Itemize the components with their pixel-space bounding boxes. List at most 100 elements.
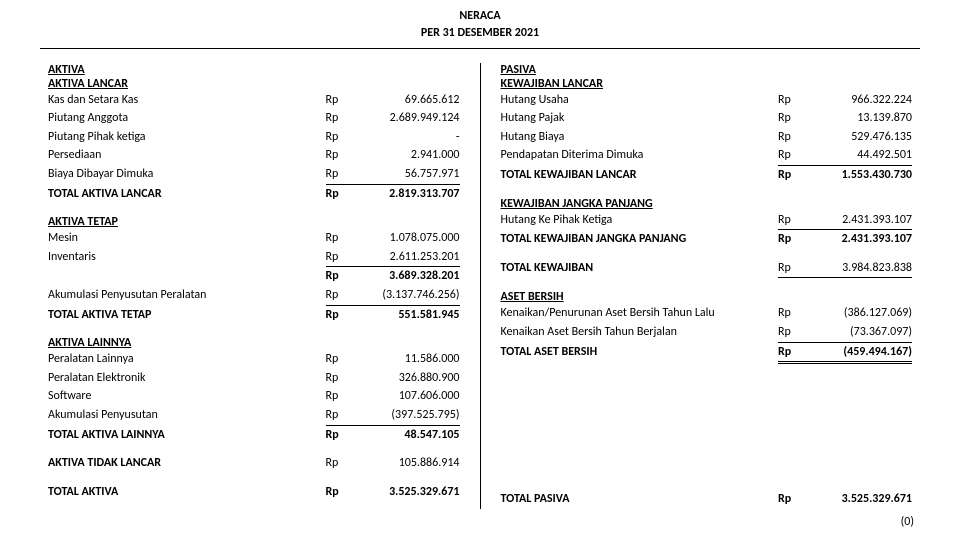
row-value: 69.665.612: [350, 91, 460, 110]
aktiva-tetap-heading: AKTIVA TETAP: [48, 215, 460, 229]
currency: Rp: [326, 267, 350, 286]
row-label: TOTAL AKTIVA TETAP: [48, 306, 326, 325]
aktiva-lainnya-heading: AKTIVA LAINNYA: [48, 336, 460, 350]
currency: Rp: [778, 211, 802, 231]
currency: Rp: [326, 165, 350, 185]
table-row: Mesin Rp 1.078.075.000: [48, 229, 460, 248]
currency: Rp: [778, 128, 802, 147]
currency: Rp: [778, 343, 802, 365]
row-label: AKTIVA TIDAK LANCAR: [48, 454, 326, 473]
currency: Rp: [778, 91, 802, 110]
row-value: (459.494.167): [802, 343, 912, 365]
currency: Rp: [326, 454, 350, 473]
row-value: 13.139.870: [802, 109, 912, 128]
row-label: Pendapatan Diterima Dimuka: [501, 146, 779, 165]
row-value: 3.525.329.671: [350, 483, 460, 502]
row-label: Hutang Ke Pihak Ketiga: [501, 211, 779, 230]
currency: Rp: [326, 369, 350, 388]
currency: Rp: [326, 248, 350, 268]
row-value: 326.880.900: [350, 369, 460, 388]
row-value: 2.689.949.124: [350, 109, 460, 128]
aktiva-heading: AKTIVA: [48, 63, 460, 77]
row-label: Persediaan: [48, 146, 326, 165]
currency: Rp: [778, 490, 802, 509]
row-value: 1.553.430.730: [802, 166, 912, 185]
table-row: Piutang Anggota Rp 2.689.949.124: [48, 109, 460, 128]
table-row: Software Rp 107.606.000: [48, 387, 460, 406]
subtotal-row: Rp 3.689.328.201: [48, 267, 460, 286]
row-value: 48.547.105: [350, 426, 460, 445]
currency: Rp: [326, 483, 350, 502]
row-label: TOTAL AKTIVA: [48, 483, 326, 502]
row-label: TOTAL KEWAJIBAN JANGKA PANJANG: [501, 230, 779, 249]
balance-sheet-body: AKTIVA AKTIVA LANCAR Kas dan Setara Kas …: [40, 48, 920, 509]
currency: Rp: [778, 323, 802, 343]
row-label: Piutang Anggota: [48, 109, 326, 128]
row-value: 56.757.971: [350, 165, 460, 185]
row-label: TOTAL PASIVA: [501, 490, 779, 509]
currency: Rp: [778, 166, 802, 185]
row-label: Hutang Pajak: [501, 109, 779, 128]
currency: Rp: [326, 286, 350, 306]
footer-zero: (0): [0, 515, 914, 529]
table-row: Akumulasi Penyusutan Peralatan Rp (3.137…: [48, 286, 460, 306]
row-value: 551.581.945: [350, 306, 460, 325]
row-label: Inventaris: [48, 248, 326, 267]
currency: Rp: [326, 128, 350, 147]
row-value: 44.492.501: [802, 146, 912, 166]
currency: Rp: [326, 91, 350, 110]
row-label: Peralatan Elektronik: [48, 369, 326, 388]
row-value: 3.525.329.671: [802, 490, 912, 509]
row-value: 3.689.328.201: [350, 267, 460, 286]
row-value: (397.525.795): [350, 406, 460, 426]
row-label: Akumulasi Penyusutan: [48, 406, 326, 425]
kewajiban-jp-heading: KEWAJIBAN JANGKA PANJANG: [501, 197, 913, 211]
table-row: Hutang Ke Pihak Ketiga Rp 2.431.393.107: [501, 211, 913, 231]
row-label: Kenaikan/Penurunan Aset Bersih Tahun Lal…: [501, 304, 779, 323]
kewajiban-lancar-heading: KEWAJIBAN LANCAR: [501, 77, 913, 91]
table-row: Persediaan Rp 2.941.000: [48, 146, 460, 165]
table-row: AKTIVA TIDAK LANCAR Rp 105.886.914: [48, 454, 460, 473]
currency: Rp: [326, 406, 350, 426]
row-label: Kas dan Setara Kas: [48, 91, 326, 110]
row-label: TOTAL KEWAJIBAN LANCAR: [501, 166, 779, 185]
table-row: Piutang Pihak ketiga Rp -: [48, 128, 460, 147]
row-label: TOTAL ASET BERSIH: [501, 343, 779, 362]
row-value: (3.137.746.256): [350, 286, 460, 306]
title-line-1: NERACA: [0, 8, 960, 25]
table-row: Kenaikan/Penurunan Aset Bersih Tahun Lal…: [501, 304, 913, 323]
aktiva-column: AKTIVA AKTIVA LANCAR Kas dan Setara Kas …: [40, 63, 481, 509]
currency: Rp: [326, 146, 350, 165]
row-label: Software: [48, 387, 326, 406]
row-value: 2.611.253.201: [350, 248, 460, 268]
table-row: Hutang Biaya Rp 529.476.135: [501, 128, 913, 147]
row-value: 11.586.000: [350, 350, 460, 369]
total-row: TOTAL AKTIVA LANCAR Rp 2.819.313.707: [48, 185, 460, 204]
row-label: TOTAL AKTIVA LANCAR: [48, 185, 326, 204]
aset-bersih-heading: ASET BERSIH: [501, 290, 913, 304]
currency: Rp: [326, 306, 350, 325]
row-label: Peralatan Lainnya: [48, 350, 326, 369]
document-header: NERACA PER 31 DESEMBER 2021: [0, 8, 960, 42]
row-label: Kenaikan Aset Bersih Tahun Berjalan: [501, 323, 779, 342]
currency: Rp: [326, 185, 350, 204]
currency: Rp: [778, 304, 802, 323]
total-row: TOTAL ASET BERSIH Rp (459.494.167): [501, 343, 913, 365]
grand-total-row: TOTAL PASIVA Rp 3.525.329.671: [501, 490, 913, 509]
currency: Rp: [778, 230, 802, 249]
row-value: 529.476.135: [802, 128, 912, 147]
row-label: Hutang Biaya: [501, 128, 779, 147]
row-label: Mesin: [48, 229, 326, 248]
table-row: Inventaris Rp 2.611.253.201: [48, 248, 460, 268]
aktiva-lancar-heading: AKTIVA LANCAR: [48, 77, 460, 91]
table-row: Kas dan Setara Kas Rp 69.665.612: [48, 91, 460, 110]
table-row: Peralatan Elektronik Rp 326.880.900: [48, 369, 460, 388]
currency: Rp: [778, 109, 802, 128]
total-row: TOTAL KEWAJIBAN Rp 3.984.823.838: [501, 259, 913, 279]
currency: Rp: [326, 387, 350, 406]
currency: Rp: [778, 146, 802, 166]
total-row: TOTAL AKTIVA LAINNYA Rp 48.547.105: [48, 426, 460, 445]
row-value: 107.606.000: [350, 387, 460, 406]
table-row: Kenaikan Aset Bersih Tahun Berjalan Rp (…: [501, 323, 913, 343]
row-value: -: [350, 128, 460, 147]
